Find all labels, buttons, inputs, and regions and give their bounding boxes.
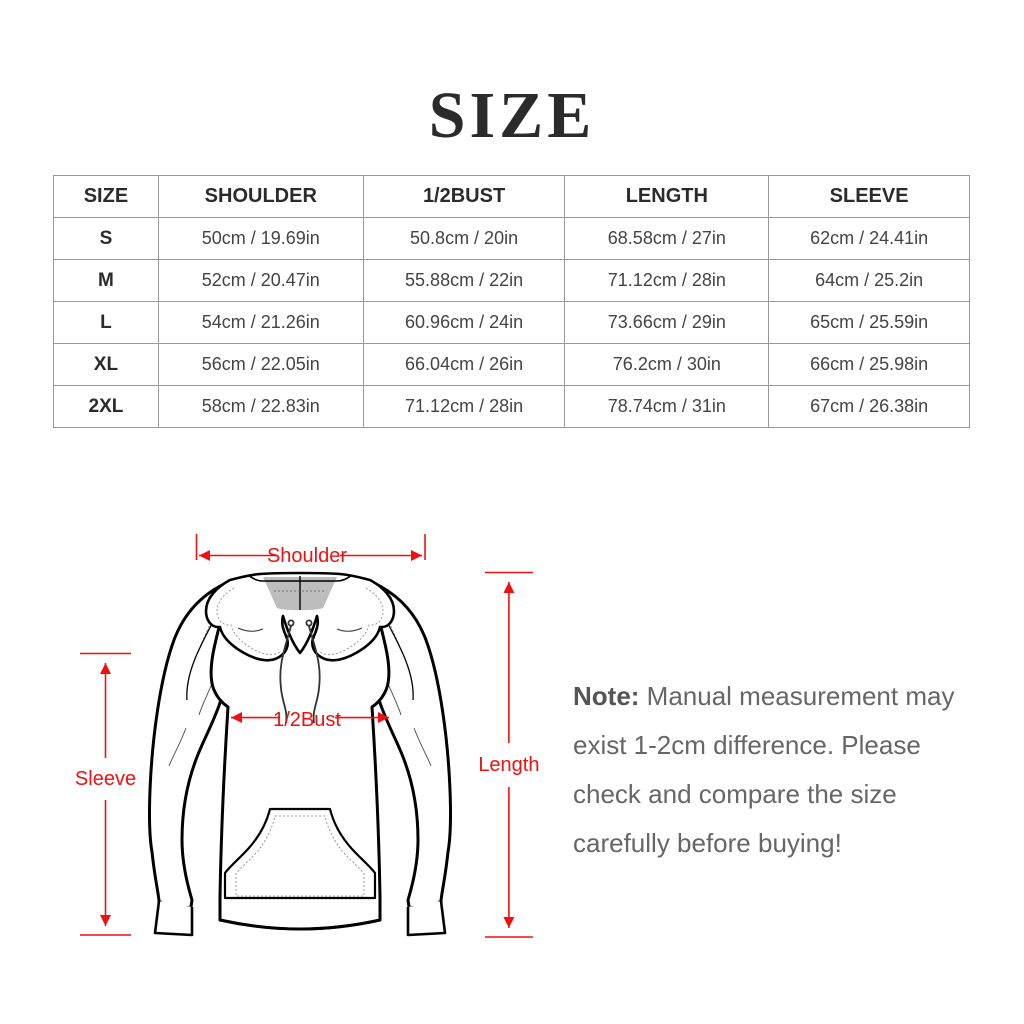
svg-text:1/2Bust: 1/2Bust: [273, 709, 341, 731]
svg-text:Sleeve: Sleeve: [75, 768, 136, 790]
svg-text:Shoulder: Shoulder: [267, 545, 347, 567]
svg-text:Length: Length: [478, 754, 539, 776]
